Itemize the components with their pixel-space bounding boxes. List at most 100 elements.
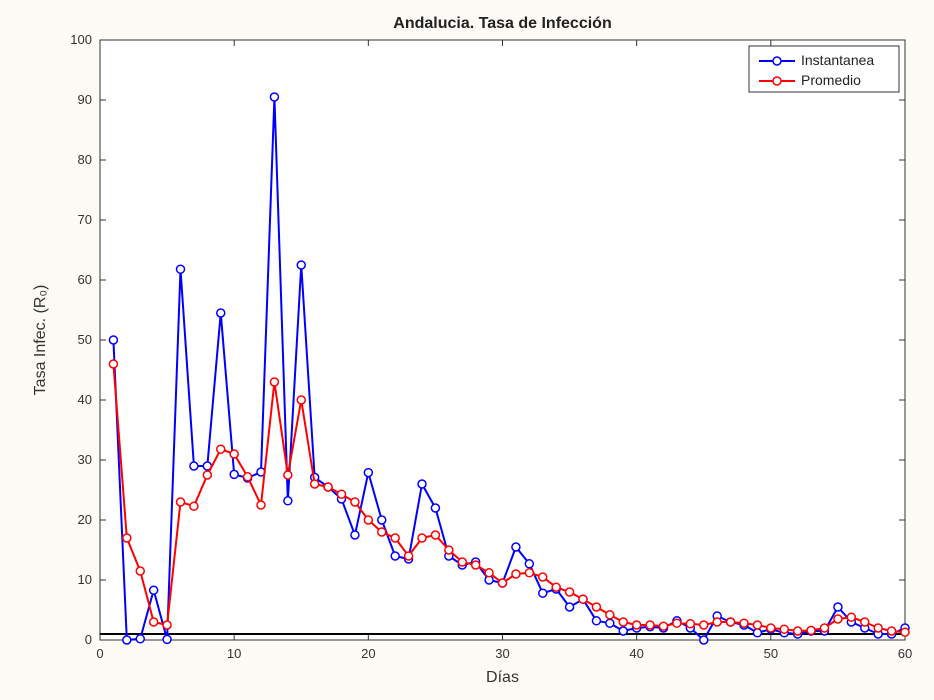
series-marker-1: [633, 621, 641, 629]
series-marker-1: [767, 624, 775, 632]
series-marker-1: [847, 613, 855, 621]
series-marker-1: [163, 621, 171, 629]
series-marker-1: [888, 627, 896, 635]
series-marker-0: [217, 309, 225, 317]
series-marker-1: [338, 490, 346, 498]
series-marker-0: [539, 589, 547, 597]
series-marker-1: [807, 626, 815, 634]
series-marker-1: [391, 534, 399, 542]
series-marker-1: [485, 569, 493, 577]
series-marker-1: [901, 628, 909, 636]
y-tick-label: 100: [70, 32, 92, 47]
series-marker-1: [566, 588, 574, 596]
series-marker-1: [136, 567, 144, 575]
series-marker-1: [270, 378, 278, 386]
y-tick-label: 30: [78, 452, 92, 467]
y-tick-label: 60: [78, 272, 92, 287]
series-marker-0: [190, 462, 198, 470]
legend: InstantaneaPromedio: [749, 46, 899, 92]
series-marker-0: [177, 265, 185, 273]
series-marker-1: [244, 473, 252, 481]
series-marker-0: [592, 617, 600, 625]
series-marker-0: [512, 543, 520, 551]
series-marker-0: [109, 336, 117, 344]
series-marker-1: [780, 625, 788, 633]
series-marker-0: [284, 497, 292, 505]
series-marker-0: [378, 516, 386, 524]
series-marker-0: [270, 93, 278, 101]
series-marker-1: [794, 627, 802, 635]
series-marker-1: [834, 615, 842, 623]
legend-swatch-marker: [773, 57, 781, 65]
series-marker-1: [297, 396, 305, 404]
series-marker-1: [660, 622, 668, 630]
x-tick-label: 0: [96, 646, 103, 661]
series-marker-0: [297, 261, 305, 269]
series-marker-0: [619, 627, 627, 635]
series-marker-1: [539, 573, 547, 581]
series-marker-1: [230, 450, 238, 458]
chart-title: Andalucia. Tasa de Infección: [393, 15, 611, 32]
x-axis-label: Días: [486, 669, 519, 686]
series-marker-1: [579, 595, 587, 603]
series-marker-1: [874, 624, 882, 632]
series-marker-1: [821, 624, 829, 632]
series-marker-1: [525, 569, 533, 577]
series-marker-1: [150, 618, 158, 626]
series-marker-1: [686, 620, 694, 628]
series-marker-1: [284, 471, 292, 479]
series-marker-0: [364, 469, 372, 477]
series-marker-1: [405, 552, 413, 560]
series-marker-1: [378, 528, 386, 536]
series-marker-1: [445, 546, 453, 554]
series-marker-1: [646, 621, 654, 629]
series-marker-0: [123, 636, 131, 644]
series-marker-1: [418, 534, 426, 542]
series-marker-1: [512, 570, 520, 578]
x-tick-label: 40: [629, 646, 643, 661]
series-marker-1: [552, 583, 560, 591]
legend-swatch-marker: [773, 77, 781, 85]
series-marker-1: [592, 603, 600, 611]
series-marker-1: [753, 621, 761, 629]
series-marker-1: [364, 516, 372, 524]
series-marker-1: [217, 445, 225, 453]
plot-area: [100, 40, 905, 640]
series-marker-1: [458, 558, 466, 566]
y-tick-label: 10: [78, 572, 92, 587]
y-tick-label: 70: [78, 212, 92, 227]
series-marker-0: [606, 619, 614, 627]
series-marker-0: [700, 636, 708, 644]
series-marker-0: [566, 603, 574, 611]
series-marker-1: [257, 501, 265, 509]
y-tick-label: 40: [78, 392, 92, 407]
series-marker-1: [619, 618, 627, 626]
series-marker-0: [753, 629, 761, 637]
series-marker-1: [431, 531, 439, 539]
series-marker-0: [150, 586, 158, 594]
series-marker-1: [700, 621, 708, 629]
infection-rate-chart: Andalucia. Tasa de Infección 0 10 20 30 40 50 6…: [0, 0, 934, 700]
chart-container: Andalucia. Tasa de Infección 0 10 20 30 40 50 6…: [0, 0, 934, 700]
x-tick-label: 50: [764, 646, 778, 661]
x-tick-label: 60: [898, 646, 912, 661]
series-marker-0: [163, 635, 171, 643]
series-marker-0: [351, 531, 359, 539]
series-marker-0: [418, 480, 426, 488]
series-marker-1: [123, 534, 131, 542]
series-marker-1: [109, 360, 117, 368]
series-marker-1: [324, 483, 332, 491]
series-marker-0: [230, 470, 238, 478]
series-marker-1: [740, 619, 748, 627]
series-marker-0: [391, 552, 399, 560]
series-marker-1: [606, 611, 614, 619]
series-marker-1: [203, 471, 211, 479]
x-tick-label: 10: [227, 646, 241, 661]
y-tick-label: 80: [78, 152, 92, 167]
x-tick-label: 20: [361, 646, 375, 661]
x-tick-label: 30: [495, 646, 509, 661]
series-marker-1: [861, 618, 869, 626]
series-marker-1: [499, 579, 507, 587]
y-tick-label: 50: [78, 332, 92, 347]
y-axis-label: Tasa Infec. (R₀): [32, 285, 49, 396]
